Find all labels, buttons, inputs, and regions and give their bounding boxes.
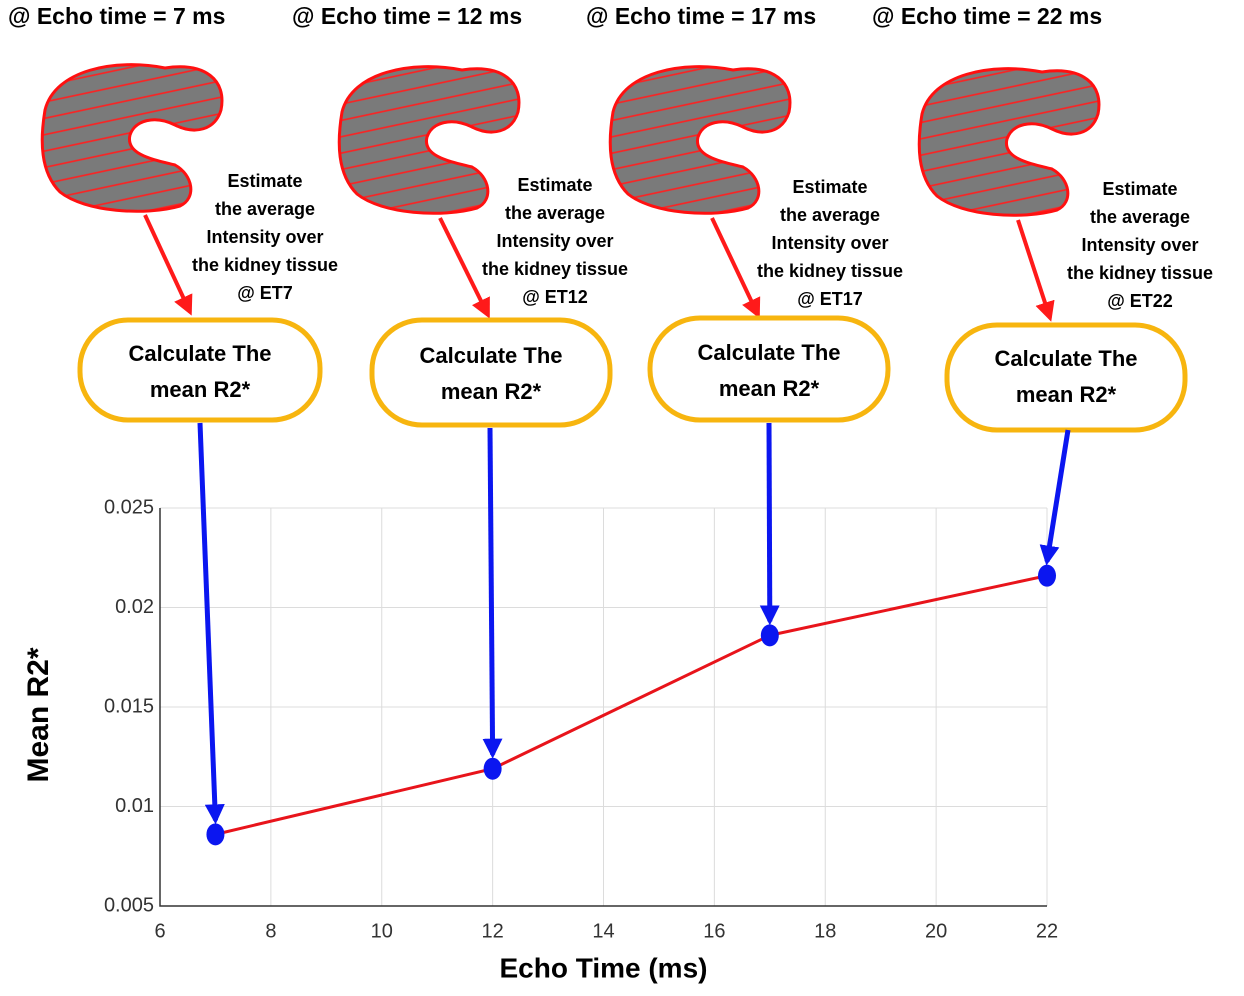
note-line: Intensity over [496,231,613,251]
arrow [440,218,488,315]
box-line: Calculate The [128,341,271,366]
x-tick-label: 20 [925,920,947,942]
y-axis-label: Mean R2* [22,647,55,782]
note-line: the average [1090,207,1190,227]
heading: @ Echo time = 7 ms [8,3,225,29]
page: @ Echo time = 7 ms Estimate the average Int… [0,0,1244,996]
note-line: @ ET17 [797,289,863,309]
note-line: the average [780,205,880,225]
note-line: the average [505,203,605,223]
data-point [206,823,224,845]
x-tick-label: 14 [592,920,614,942]
note-line: @ ET12 [522,287,588,307]
note-line: Estimate [227,171,302,191]
arrow [769,423,770,621]
box [80,320,320,420]
note-line: @ ET22 [1107,291,1173,311]
x-tick-label: 22 [1036,920,1058,942]
box-line: mean R2* [150,377,251,402]
y-tick-label: 0.01 [115,795,154,817]
kidney-image [42,65,222,212]
y-tick-label: 0.015 [104,695,154,717]
note-line: the kidney tissue [757,261,903,281]
y-tick-label: 0.005 [104,894,154,916]
x-tick-label: 10 [371,920,393,942]
note-line: Intensity over [206,227,323,247]
box-line: mean R2* [1016,382,1117,407]
data-point [484,758,502,780]
arrow [712,218,758,315]
note-line: Estimate [517,175,592,195]
note-line: Estimate [1102,179,1177,199]
data-point [1038,565,1056,587]
x-axis-label: Echo Time (ms) [500,952,708,983]
box [650,318,888,420]
arrow [145,215,190,312]
box-line: Calculate The [994,346,1137,371]
y-tick-label: 0.025 [104,496,154,518]
y-tick-label: 0.02 [115,596,154,618]
x-tick-label: 8 [265,920,276,942]
note-line: Intensity over [771,233,888,253]
box-line: Calculate The [697,340,840,365]
x-tick-label: 12 [482,920,504,942]
box [947,325,1185,430]
note-line: @ ET7 [237,283,293,303]
note-line: Intensity over [1081,235,1198,255]
note-line: the kidney tissue [482,259,628,279]
kidney-image [339,67,519,214]
diagram-shapes [42,65,1185,430]
kidney-image [919,69,1099,216]
note-line: the kidney tissue [192,255,338,275]
note-line: Estimate [792,177,867,197]
x-tick-label: 6 [154,920,165,942]
note-line: the average [215,199,315,219]
heading: @ Echo time = 12 ms [292,3,522,29]
box [372,320,610,425]
heading: @ Echo time = 22 ms [872,3,1102,29]
data-point [761,624,779,646]
box-line: mean R2* [719,376,820,401]
x-tick-label: 16 [703,920,725,942]
x-tick-label: 18 [814,920,836,942]
arrow [1018,220,1050,318]
arrow [1047,430,1068,562]
box-line: Calculate The [419,343,562,368]
arrow [490,428,493,755]
kidney-image [610,67,790,214]
box-line: mean R2* [441,379,542,404]
heading: @ Echo time = 17 ms [586,3,816,29]
note-line: the kidney tissue [1067,263,1213,283]
